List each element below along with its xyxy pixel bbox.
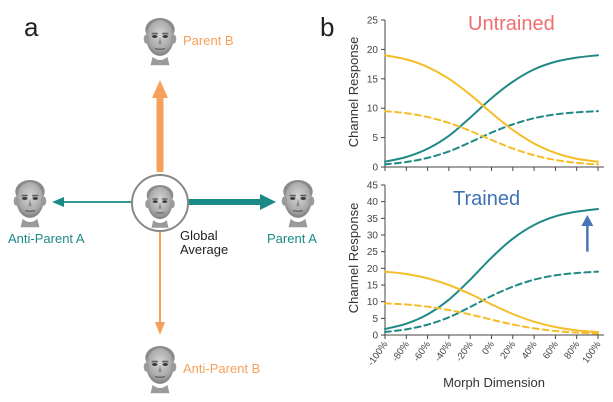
trained-x-tick-label: 80% [562,339,582,361]
face-anti-parent-a-icon [13,179,47,228]
untrained-x-ticks [384,167,599,171]
trained-series-yellow-solid [384,270,599,333]
trained-y-tick-label: 40 [367,197,379,208]
trained-y-tick-label: 45 [367,181,379,192]
trained-y-ticks: 0 5 10 15 20 25 30 35 40 45 [367,181,385,342]
trained-y-tick-label: 35 [367,214,379,225]
trained-x-ticks: -100% -80% -60% -40% -20% 0% 20% 40% 60% 80%100% [366,335,604,368]
untrained-y-tick-label: 20 [367,45,379,56]
label-anti-parent-a: Anti-Parent A [8,231,85,246]
untrained-series-yellow-solid [384,54,599,163]
trained-y-tick-label: 15 [367,281,379,292]
trained-x-tick-label: -80% [390,339,412,364]
trained-x-tick-label: 40% [520,339,540,361]
trained-x-tick-label: 100% [581,339,604,366]
trained-x-label: Morph Dimension [443,375,545,390]
trained-series-yellow-dashed [384,302,599,335]
label-global-average-line1: Global [180,228,218,243]
face-parent-a-icon [281,179,315,228]
trained-series-teal-solid [384,208,599,330]
trained-y-label: Channel Response [346,203,361,314]
untrained-series-yellow-dashed [384,110,599,166]
panel-a-letter: a [24,12,39,42]
untrained-y-tick-label: 0 [372,163,378,174]
trained-x-tick-label: -40% [433,339,455,364]
trained-series-teal-dashed [384,270,599,333]
label-anti-parent-b: Anti-Parent B [183,361,260,376]
trained-y-tick-label: 30 [367,231,379,242]
arrow-head-parent-b [152,80,168,98]
chart-untrained: 0 5 10 15 20 25 Untrained Channel Response [346,13,604,174]
label-parent-b: Parent B [183,33,234,48]
trained-x-tick-label: -60% [411,339,433,364]
untrained-series-teal-dashed [384,110,599,166]
panel-b-letter: b [320,12,334,42]
untrained-y-ticks: 0 5 10 15 20 25 [367,16,385,174]
chart-trained: 0 5 10 15 20 25 30 35 40 45 -100% -80% -60% -40% -20%… [346,181,604,390]
trained-y-tick-label: 25 [367,247,379,258]
arrow-head-anti-parent-b [155,322,165,335]
trained-annotation-arrow [581,215,594,252]
trained-annotation-arrow-head [581,215,594,226]
trained-y-tick-label: 20 [367,264,379,275]
untrained-y-tick-label: 5 [372,133,378,144]
face-parent-b-icon [143,17,177,66]
panel-a: a Parent B Anti-Parent B Anti-Parent A P… [8,12,317,394]
untrained-y-tick-label: 15 [367,74,379,85]
untrained-title: Untrained [468,13,555,35]
trained-title: Trained [453,188,520,210]
untrained-y-tick-label: 25 [367,16,379,27]
trained-y-tick-label: 0 [372,331,378,342]
label-parent-a: Parent A [267,231,317,246]
face-anti-parent-b-icon [143,345,177,394]
untrained-y-label: Channel Response [346,37,361,148]
label-global-average-line2: Average [180,242,228,257]
trained-x-tick-label: -100% [366,339,391,368]
trained-x-tick-label: -20% [454,339,476,364]
trained-x-tick-label: 20% [498,339,518,361]
trained-y-tick-label: 10 [367,297,379,308]
trained-x-tick-label: 60% [541,339,561,361]
untrained-series-teal-solid [384,54,599,163]
arrow-head-parent-a [260,194,276,210]
trained-y-tick-label: 5 [372,314,378,325]
trained-series [384,208,599,335]
untrained-y-tick-label: 10 [367,104,379,115]
trained-x-tick-label: 0% [480,339,497,357]
arrow-head-anti-parent-a [52,197,64,207]
untrained-series [384,54,599,166]
